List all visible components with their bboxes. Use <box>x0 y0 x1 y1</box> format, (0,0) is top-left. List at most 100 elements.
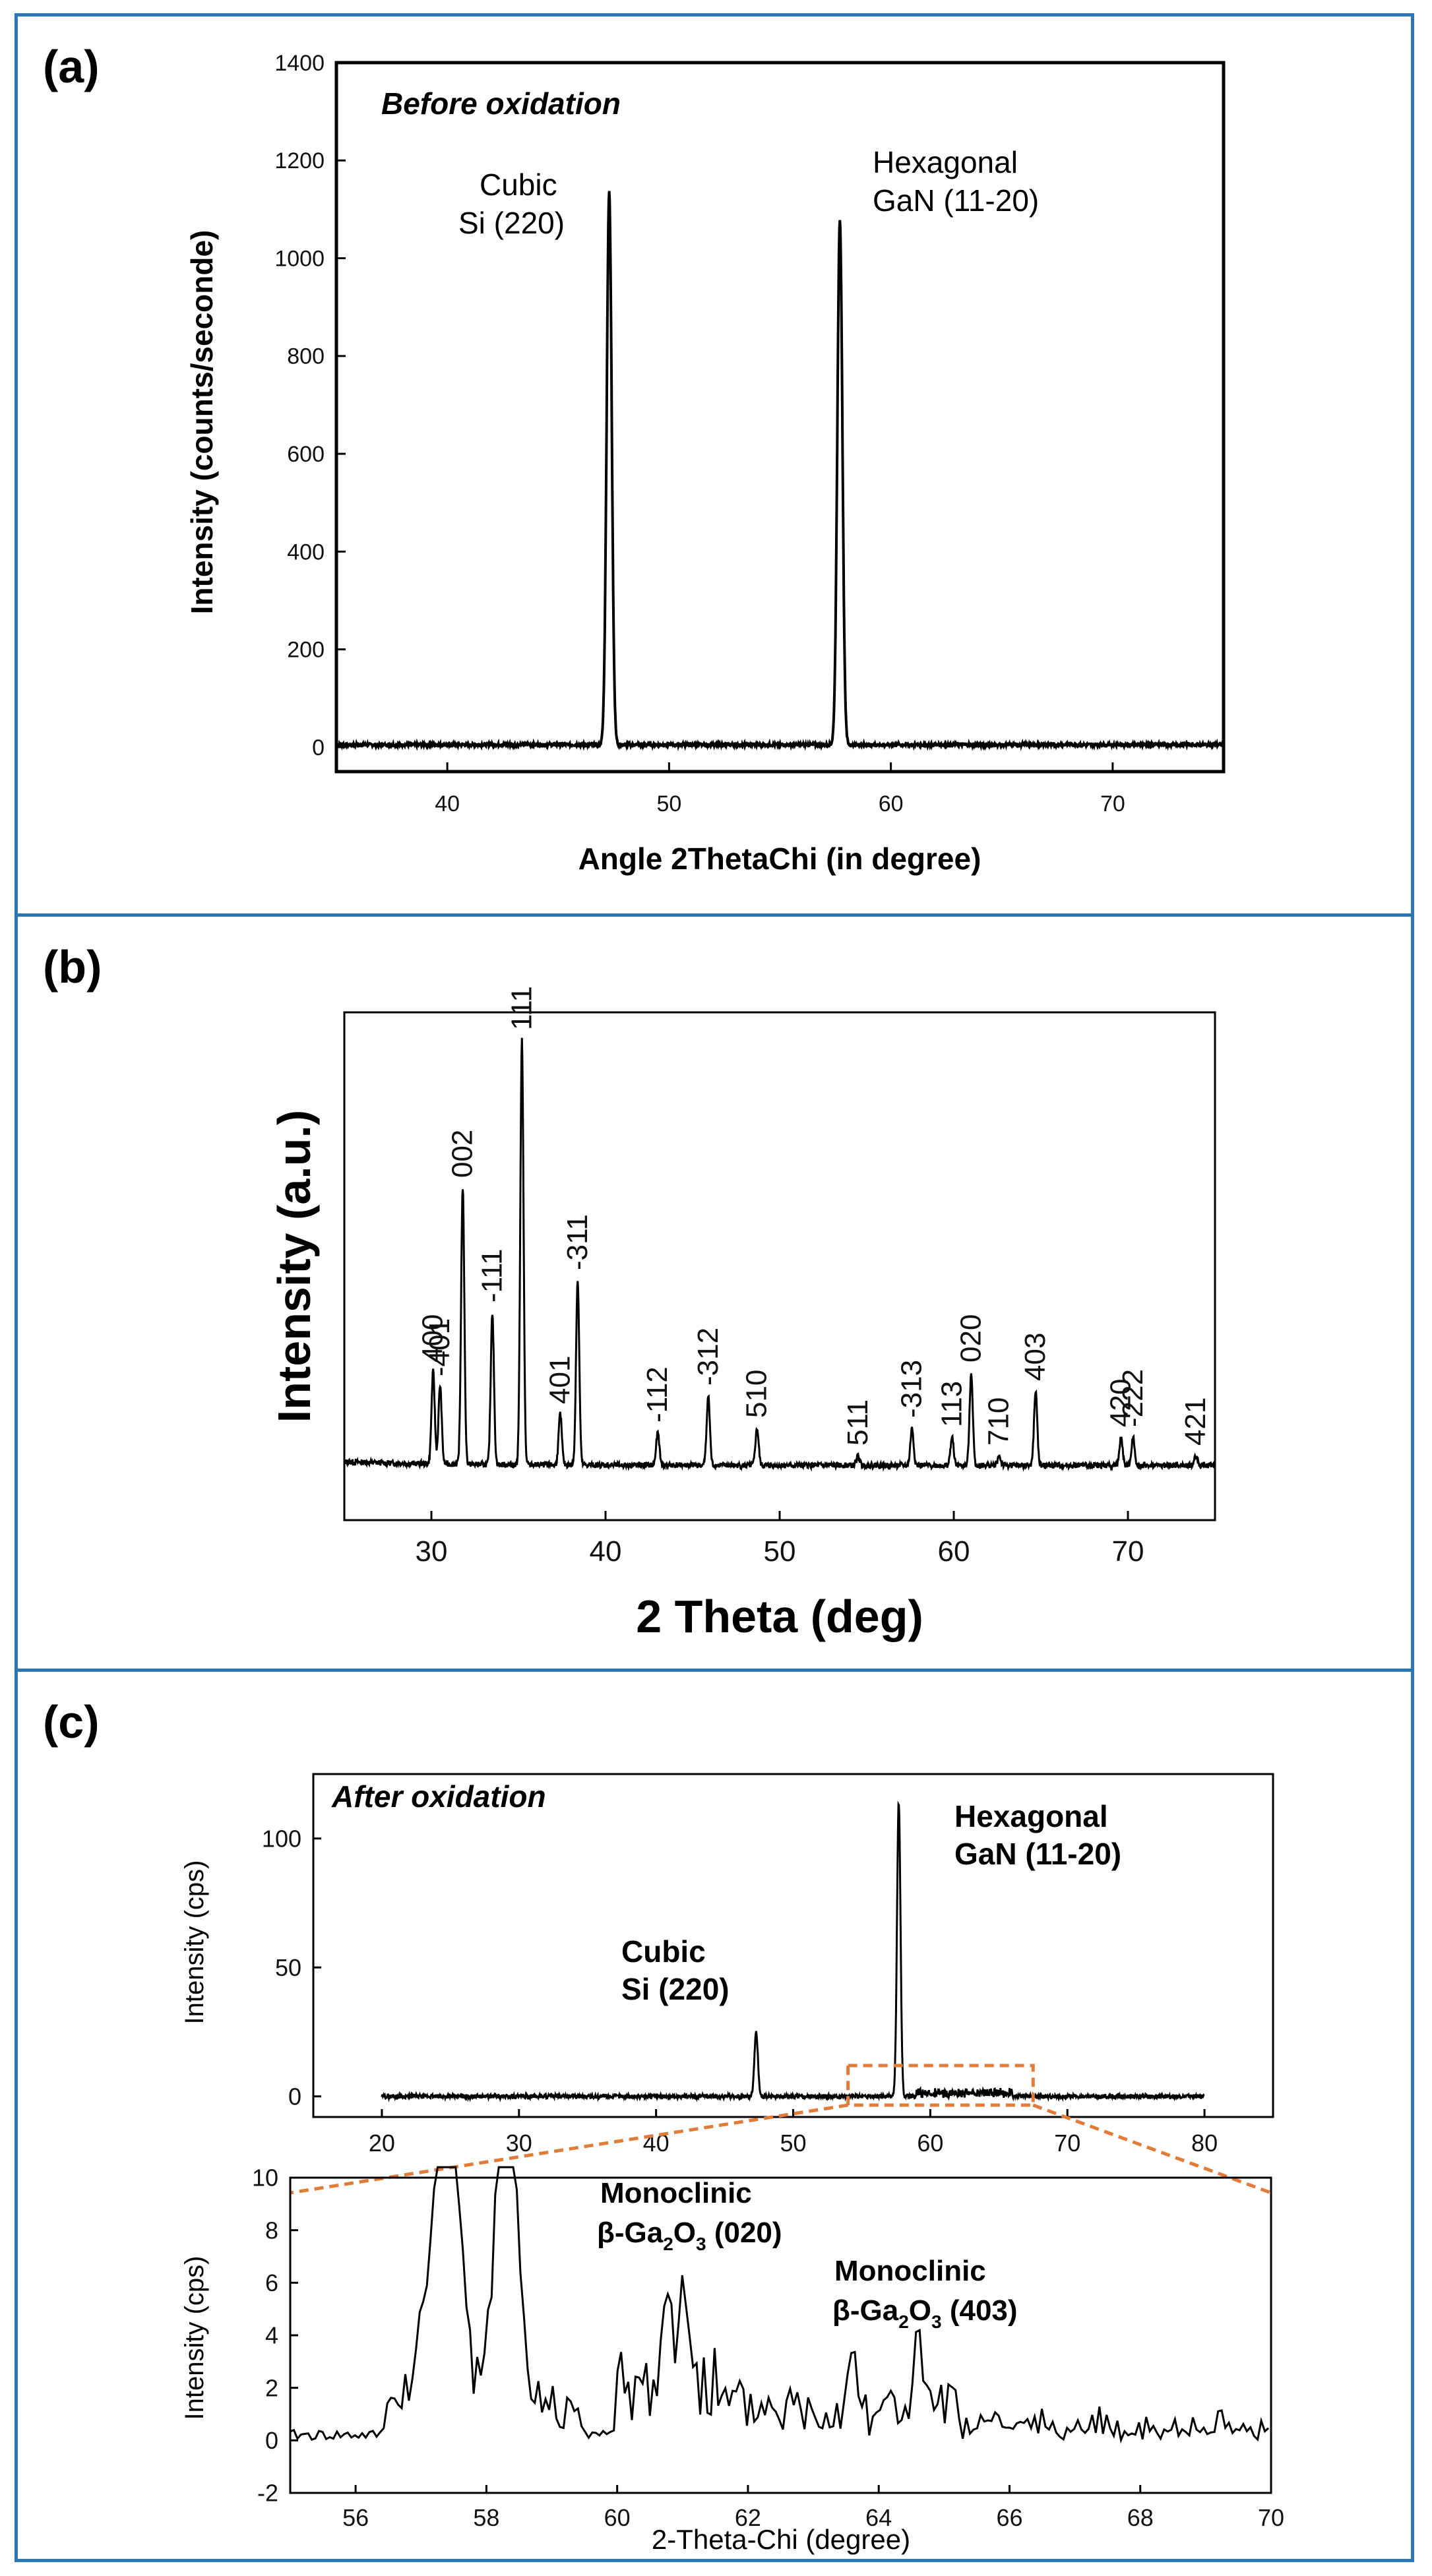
xtick-label-70: 70 <box>1054 2130 1080 2157</box>
peak-label-b-12: 113 <box>935 1381 968 1427</box>
peak-label-a-gan-detail: GaN (11-20) <box>873 183 1039 218</box>
peak-label-b-14: 710 <box>983 1397 1015 1446</box>
ytick-label-8: 8 <box>265 2217 278 2244</box>
xtick-label-60: 60 <box>938 1535 970 1568</box>
peak-label-b-18: 421 <box>1179 1397 1212 1446</box>
plot-frame-b <box>343 1011 1216 1521</box>
a020-p1: β-Ga <box>597 2217 664 2249</box>
xtick-label-40: 40 <box>590 1535 622 1568</box>
axis-ticks-a: 40 50 60 70 0 200 400 600 800 1000 1200 1400 <box>274 51 1125 816</box>
xtick-label-60: 60 <box>604 2504 631 2531</box>
trace-c-inset <box>290 2166 1269 2444</box>
ytick-label-100: 100 <box>262 1825 301 1852</box>
peak-label-b-0: 400 <box>417 1314 449 1363</box>
xtick-label-70: 70 <box>1258 2504 1284 2531</box>
xtick-label-30: 30 <box>506 2130 532 2157</box>
xtick-label-40: 40 <box>435 791 460 816</box>
a020-mid: O <box>673 2217 696 2249</box>
peak-label-b-11: -313 <box>896 1360 928 1418</box>
peak-label-b-17: -222 <box>1117 1369 1149 1427</box>
ytick-label-1200: 1200 <box>274 148 325 173</box>
peak-label-b-2: 002 <box>447 1130 479 1178</box>
xtick-label-30: 30 <box>416 1535 448 1568</box>
a403-s1: 2 <box>898 2312 909 2332</box>
xlabel-b: 2 Theta (deg) <box>636 1591 923 1642</box>
xtick-label-60: 60 <box>917 2130 943 2157</box>
annotation-403-name: Monoclinic <box>834 2255 986 2287</box>
a403-mid: O <box>909 2294 931 2327</box>
peak-label-c-si-name: Cubic <box>621 1934 706 1969</box>
a403-suffix: (403) <box>942 2294 1018 2327</box>
peak-label-b-6: -311 <box>561 1214 594 1270</box>
peak-label-b-5: 401 <box>544 1356 576 1404</box>
a020-suffix: (020) <box>706 2217 782 2249</box>
ytick-label-0: 0 <box>312 735 325 760</box>
xtick-label-50: 50 <box>656 791 681 816</box>
ytick-label-1400: 1400 <box>274 51 325 76</box>
peak-label-b-9: 510 <box>741 1370 773 1418</box>
ytick-label-200: 200 <box>287 638 325 663</box>
xtick-label-50: 50 <box>764 1535 796 1568</box>
xtick-label-70: 70 <box>1100 791 1125 816</box>
annotation-403-formula: β-Ga2O3 (403) <box>832 2294 1018 2332</box>
xtick-label-64: 64 <box>865 2504 892 2531</box>
a020-s2: 3 <box>696 2234 706 2254</box>
axis-ticks-b: 30 40 50 60 70 <box>416 1511 1144 1568</box>
peak-label-b-15: 403 <box>1019 1333 1051 1381</box>
peak-label-b-10: 511 <box>842 1399 874 1446</box>
ytick-label-800: 800 <box>287 344 325 369</box>
ytick-label-4: 4 <box>265 2322 278 2349</box>
peak-label-c-si-detail: Si (220) <box>621 1972 730 2006</box>
plot-frame-c-main <box>312 1773 1274 2118</box>
ytick-label-10: 10 <box>252 2164 278 2192</box>
trace-c-main <box>381 1800 1205 2102</box>
peak-label-b-7: -112 <box>641 1366 673 1423</box>
peak-label-a-gan-name: Hexagonal <box>873 145 1018 179</box>
xtick-label-56: 56 <box>342 2504 369 2531</box>
ytick-label-1000: 1000 <box>274 246 325 271</box>
peak-label-a-si-name: Cubic <box>480 168 557 202</box>
ylabel-a: Intensity (counts/seconde) <box>185 230 219 615</box>
peak-label-b-16: 420 <box>1104 1379 1136 1427</box>
panel-label-c: (c) <box>43 1696 100 1748</box>
panel-a: (a) <box>15 13 1414 917</box>
ytick-label-0: 0 <box>265 2427 278 2454</box>
annotation-020-formula: β-Ga2O3 (020) <box>597 2217 782 2254</box>
ylabel-c-main: Intensity (cps) <box>180 1860 209 2025</box>
a403-s2: 3 <box>931 2312 942 2332</box>
xtick-label-62: 62 <box>735 2504 761 2531</box>
ylabel-b: Intensity (a.u.) <box>268 1110 320 1423</box>
trace-b <box>343 1037 1216 1472</box>
ytick-label--2: -2 <box>257 2480 278 2507</box>
ylabel-c-inset: Intensity (cps) <box>180 2256 209 2420</box>
chart-a: 40 50 60 70 0 200 400 600 800 1000 1200 1400 Before… <box>185 51 1226 876</box>
a020-s1: 2 <box>663 2234 673 2254</box>
ytick-label-50: 50 <box>275 1954 301 1981</box>
panel-label-b: (b) <box>43 941 102 993</box>
a403-p1: β-Ga <box>832 2294 899 2327</box>
chart-b: 30 40 50 60 70 400-401002-111111401-311-112-… <box>268 986 1216 1642</box>
annotation-a: Before oxidation <box>381 86 621 121</box>
peak-label-b-3: -111 <box>476 1248 508 1303</box>
panel-label-a: (a) <box>43 41 100 92</box>
annotation-020-name: Monoclinic <box>600 2177 752 2209</box>
xlabel-a: Angle 2ThetaChi (in degree) <box>578 842 981 876</box>
peak-label-b-4: 111 <box>505 986 538 1030</box>
ytick-label-0: 0 <box>288 2083 301 2110</box>
panel-c: (c) <box>15 1669 1414 2562</box>
xtick-label-20: 20 <box>369 2130 395 2157</box>
peak-label-a-si-detail: Si (220) <box>458 206 565 240</box>
ytick-label-600: 600 <box>287 442 325 467</box>
annotation-020: Monoclinic β-Ga2O3 (020) <box>597 2177 782 2254</box>
annotation-403: Monoclinic β-Ga2O3 (403) <box>832 2255 1018 2332</box>
peak-label-c-gan-name: Hexagonal <box>954 1799 1108 1833</box>
xtick-label-66: 66 <box>996 2504 1022 2531</box>
xtick-label-60: 60 <box>879 791 904 816</box>
xtick-label-80: 80 <box>1191 2130 1218 2157</box>
plot-frame-a <box>334 61 1226 774</box>
xtick-label-70: 70 <box>1112 1535 1144 1568</box>
